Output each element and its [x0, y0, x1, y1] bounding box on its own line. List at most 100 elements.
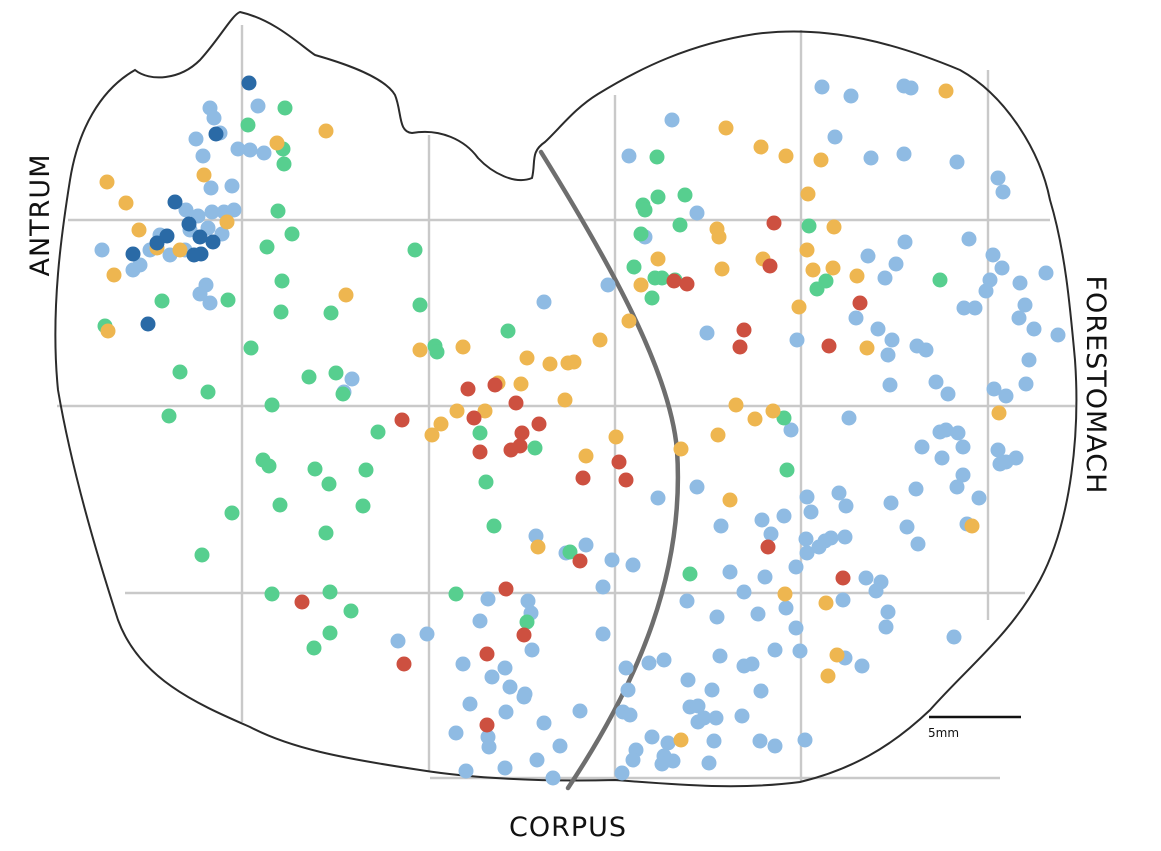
cell-dot-light-blue [595, 579, 611, 595]
cell-dot-light-blue [903, 80, 919, 96]
cell-dot-light-blue [868, 583, 884, 599]
cell-dot-light-blue [914, 439, 930, 455]
cell-dot-light-blue [256, 145, 272, 161]
cell-dot-light-blue [625, 557, 641, 573]
cell-dot-light-blue [750, 606, 766, 622]
cell-dot-light-blue [462, 696, 478, 712]
cell-dot-light-blue [484, 669, 500, 685]
cell-dot-light-blue [203, 180, 219, 196]
cell-dot-green [335, 386, 351, 402]
cell-dot-green [355, 498, 371, 514]
cell-dot-green [154, 293, 170, 309]
cell-dot-light-blue [778, 600, 794, 616]
cell-dot-orange [455, 339, 471, 355]
cell-dot-orange [718, 120, 734, 136]
cell-dot-red [479, 646, 495, 662]
cell-dot-light-blue [792, 643, 808, 659]
cell-dot-light-blue [202, 295, 218, 311]
cell-dot-dark-blue [208, 126, 224, 142]
cell-dot-light-blue [195, 148, 211, 164]
cell-dot-green [412, 297, 428, 313]
cell-dot-light-blue [620, 682, 636, 698]
cell-dot-orange [412, 342, 428, 358]
cell-dot-light-blue [783, 422, 799, 438]
cell-dot-orange [592, 332, 608, 348]
cell-dot-light-blue [854, 658, 870, 674]
cell-dot-light-blue [545, 770, 561, 786]
cell-dot-green [637, 202, 653, 218]
cell-dot-light-blue [767, 642, 783, 658]
cell-dot-light-blue [536, 294, 552, 310]
cell-dot-light-blue [880, 347, 896, 363]
cell-dot-light-blue [955, 467, 971, 483]
cell-dot-green [161, 408, 177, 424]
cell-dot-orange [578, 448, 594, 464]
cell-dot-light-blue [940, 386, 956, 402]
cell-dot-orange [711, 229, 727, 245]
cell-dot-orange [196, 167, 212, 183]
cell-dot-green [654, 270, 670, 286]
cell-dot-orange [728, 397, 744, 413]
cell-dot-light-blue [910, 536, 926, 552]
cell-dot-green [779, 462, 795, 478]
cell-dot-light-blue [419, 626, 435, 642]
cell-dot-red [679, 276, 695, 292]
cell-dot-light-blue [690, 698, 706, 714]
cell-dot-red [766, 215, 782, 231]
cell-dot-green [486, 518, 502, 534]
cell-dot-light-blue [978, 283, 994, 299]
cell-dot-light-blue [837, 529, 853, 545]
cell-dot-light-blue [192, 286, 208, 302]
cell-dot-light-blue [644, 729, 660, 745]
cell-dot-red [472, 444, 488, 460]
cell-dot-orange [621, 313, 637, 329]
cell-dot-orange [542, 356, 558, 372]
cell-dot-orange [424, 427, 440, 443]
cell-dot-green [448, 586, 464, 602]
cell-dot-light-blue [1012, 275, 1028, 291]
cell-dot-light-blue [712, 648, 728, 664]
cell-dot-orange [118, 195, 134, 211]
cell-dot-orange [859, 340, 875, 356]
cell-dot-orange [799, 242, 815, 258]
cell-dot-orange [318, 123, 334, 139]
cell-dot-red [852, 295, 868, 311]
cell-dot-light-blue [230, 141, 246, 157]
cell-dot-light-blue [789, 332, 805, 348]
cell-dot-red [508, 395, 524, 411]
cell-dot-orange [765, 403, 781, 419]
cell-dot-light-blue [763, 526, 779, 542]
cell-dot-light-blue [971, 490, 987, 506]
cell-dot-orange [778, 148, 794, 164]
cell-dot-orange [777, 586, 793, 602]
scale-bar-label: 5mm [928, 726, 959, 740]
cell-dot-green [323, 305, 339, 321]
cell-dot-light-blue [706, 733, 722, 749]
cell-dot-light-blue [949, 479, 965, 495]
cell-dot-light-blue [838, 498, 854, 514]
cell-dot-orange [338, 287, 354, 303]
cell-dot-light-blue [1011, 310, 1027, 326]
cell-dot-green [672, 217, 688, 233]
cell-dot-light-blue [754, 512, 770, 528]
cell-dot-red [394, 412, 410, 428]
cell-dot-orange [710, 427, 726, 443]
cell-dot-light-blue [529, 752, 545, 768]
cell-dot-light-blue [226, 202, 242, 218]
cell-dots [94, 75, 1066, 786]
cell-dot-orange [100, 323, 116, 339]
cell-dot-light-blue [680, 672, 696, 688]
cell-dot-light-blue [848, 310, 864, 326]
cell-dot-red [762, 258, 778, 274]
cell-dot-light-blue [811, 539, 827, 555]
cell-dot-light-blue [798, 531, 814, 547]
cell-dot-light-blue [250, 98, 266, 114]
cell-dot-light-blue [858, 570, 874, 586]
cell-dot-green [306, 640, 322, 656]
cell-dot-dark-blue [167, 194, 183, 210]
cell-dot-orange [519, 350, 535, 366]
cell-dot-light-blue [622, 707, 638, 723]
cell-dot-orange [791, 299, 807, 315]
cell-dot-dark-blue [125, 246, 141, 262]
cell-dot-light-blue [956, 300, 972, 316]
